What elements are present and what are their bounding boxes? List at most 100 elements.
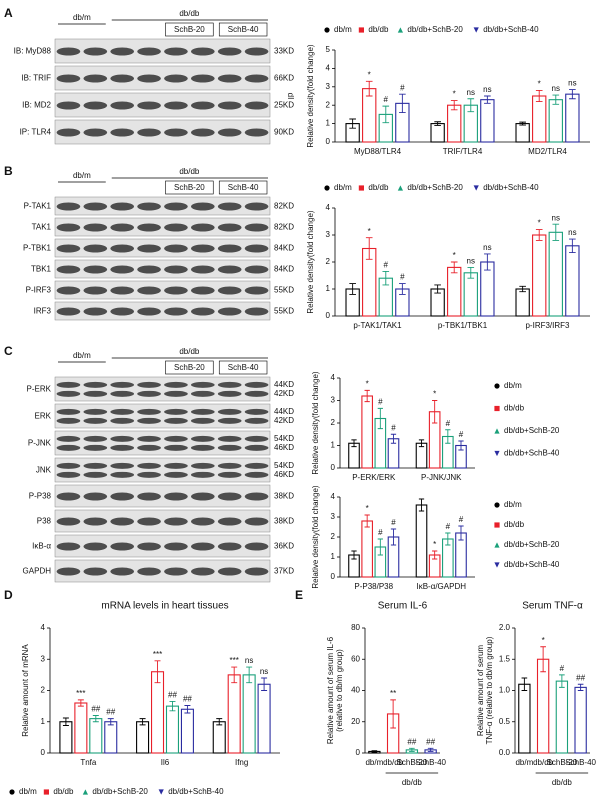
size-label: 84KD xyxy=(274,244,294,253)
x-tick-label: P-JNK/JNK xyxy=(421,473,462,482)
legend-label: db/db xyxy=(53,787,74,796)
y-tick-label: 1.0 xyxy=(499,686,511,695)
chart-title: Serum IL-6 xyxy=(378,601,428,612)
x-tick-label: P-P38/P38 xyxy=(354,582,393,591)
bar xyxy=(430,123,445,143)
blot-band xyxy=(244,223,269,232)
y-tick-label: 3 xyxy=(41,654,46,663)
blot-band xyxy=(110,492,135,501)
blot-band xyxy=(164,517,188,526)
error-bar xyxy=(458,525,464,541)
blot-band xyxy=(244,244,269,253)
size-label: 38KD xyxy=(274,517,294,526)
blot-band xyxy=(110,381,135,388)
blot-band xyxy=(56,492,81,501)
error-bar xyxy=(92,715,99,723)
group-label: db/db xyxy=(552,778,573,787)
y-axis-label: Relative amount of serum IL-6 xyxy=(326,636,335,744)
blot-band xyxy=(56,47,81,56)
x-tick-label: MyD88/TLR4 xyxy=(354,147,402,156)
legend-label: db/m xyxy=(334,183,352,192)
blot-band xyxy=(244,435,269,442)
panel-letter: B xyxy=(4,164,13,178)
bar xyxy=(515,123,530,143)
blot-band xyxy=(217,202,242,211)
row-label: IκB-α xyxy=(32,542,51,551)
y-tick-label: 1.5 xyxy=(499,654,511,663)
y-tick-label: 3 xyxy=(331,396,336,405)
blot-strip xyxy=(54,484,271,508)
blot-band xyxy=(137,307,161,316)
bar xyxy=(361,395,373,469)
significance-label: # xyxy=(560,664,565,673)
group-label: SchB-20 xyxy=(174,183,205,192)
error-bar xyxy=(169,700,176,712)
y-tick-label: 3 xyxy=(326,82,331,91)
blot-band xyxy=(56,408,81,415)
significance-label: # xyxy=(446,522,451,531)
bar xyxy=(150,671,165,754)
blot-band xyxy=(137,47,161,56)
size-label: 37KD xyxy=(274,567,294,576)
significance-label: *** xyxy=(76,689,85,698)
blot-band xyxy=(137,265,161,274)
error-bar xyxy=(535,90,543,102)
blot-band xyxy=(164,542,188,551)
blot-band xyxy=(190,47,215,56)
y-tick-label: 0 xyxy=(331,463,336,472)
y-tick-label: 5 xyxy=(326,45,331,54)
group-label: db/db xyxy=(179,9,200,18)
blot-band xyxy=(110,307,135,316)
y-axis-label: (relative to db/m group) xyxy=(335,649,344,732)
error-bar xyxy=(365,237,373,260)
blot-band xyxy=(83,542,108,551)
blot-band xyxy=(137,101,161,110)
blot-band xyxy=(137,542,161,551)
bar xyxy=(74,702,88,754)
row-label: P-JNK xyxy=(28,439,52,448)
y-tick-label: 60 xyxy=(351,654,360,663)
y-tick-label: 2 xyxy=(41,686,46,695)
significance-label: ## xyxy=(91,705,100,714)
blot-band xyxy=(190,390,215,397)
blot-band xyxy=(83,265,108,274)
legend-label: db/db+SchB-20 xyxy=(407,183,463,192)
error-bar xyxy=(434,284,441,294)
blot-band xyxy=(190,462,215,469)
x-tick-label: db/db xyxy=(383,758,404,767)
row-label: ERK xyxy=(35,412,52,421)
blot-band xyxy=(110,471,135,478)
blot-band xyxy=(244,417,269,424)
legend-marker xyxy=(158,789,164,795)
bar xyxy=(548,231,563,317)
x-tick-label: db/m xyxy=(365,758,383,767)
legend-marker xyxy=(473,185,479,191)
blot-band xyxy=(164,471,188,478)
blot-strip xyxy=(54,259,271,279)
blot-band xyxy=(137,408,161,415)
blot-band xyxy=(190,307,215,316)
significance-label: * xyxy=(538,80,541,89)
blot-strip xyxy=(54,217,271,237)
significance-label: * xyxy=(453,90,456,99)
significance-label: * xyxy=(542,636,545,645)
error-bar xyxy=(107,718,114,726)
legend-marker xyxy=(43,789,49,795)
y-tick-label: 0 xyxy=(326,137,331,146)
x-tick-label: MD2/TLR4 xyxy=(528,147,567,156)
significance-label: # xyxy=(378,528,383,537)
significance-label: ## xyxy=(407,737,416,746)
blot-band xyxy=(137,390,161,397)
row-label: TAK1 xyxy=(32,223,52,232)
legend-label: db/db xyxy=(504,404,525,413)
blot-band xyxy=(190,471,215,478)
legend-marker xyxy=(494,542,500,548)
blot-band xyxy=(190,74,215,83)
blot-band xyxy=(217,567,242,576)
x-tick-label: TRIF/TLR4 xyxy=(443,147,483,156)
blot-strip xyxy=(54,196,271,216)
significance-label: ns xyxy=(568,228,576,237)
blot-band xyxy=(190,223,215,232)
legend-label: db/db+SchB-20 xyxy=(407,25,463,34)
error-bar xyxy=(535,229,543,241)
